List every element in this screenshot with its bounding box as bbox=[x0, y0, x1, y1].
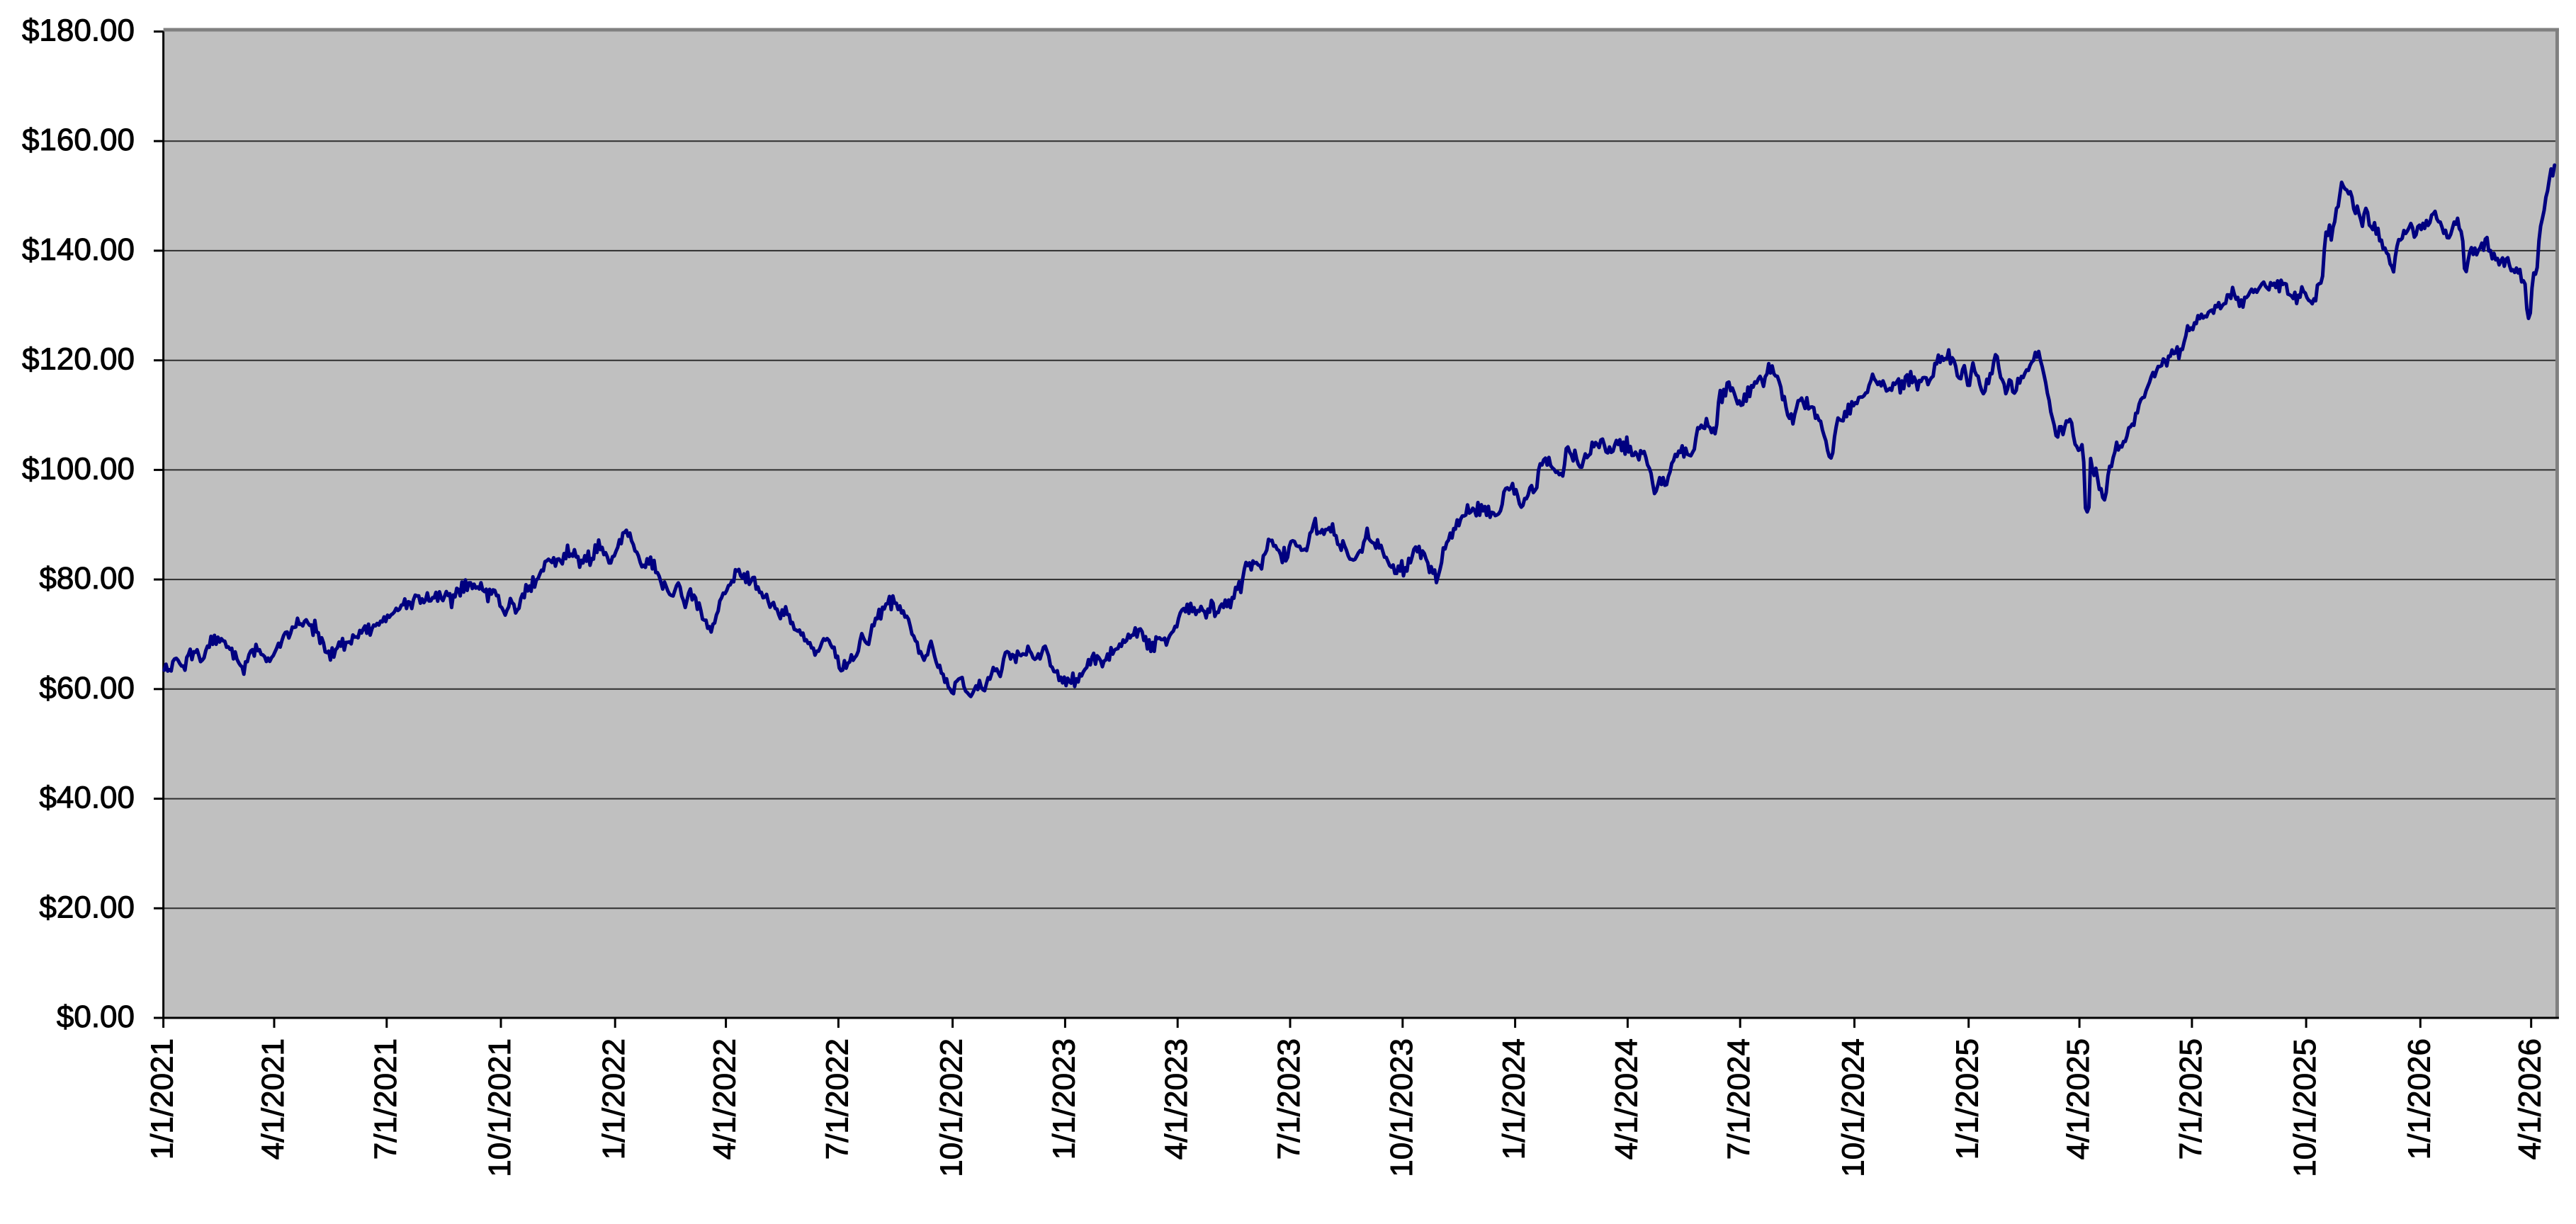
svg-text:$40.00: $40.00 bbox=[39, 781, 135, 815]
svg-text:7/1/2023: 7/1/2023 bbox=[1272, 1038, 1306, 1160]
svg-text:10/1/2025: 10/1/2025 bbox=[2288, 1038, 2322, 1177]
svg-text:$60.00: $60.00 bbox=[39, 671, 135, 706]
svg-text:7/1/2022: 7/1/2022 bbox=[820, 1038, 854, 1160]
svg-text:$140.00: $140.00 bbox=[22, 232, 135, 267]
svg-text:10/1/2024: 10/1/2024 bbox=[1836, 1038, 1871, 1177]
svg-text:1/1/2022: 1/1/2022 bbox=[597, 1038, 631, 1160]
svg-text:4/1/2026: 4/1/2026 bbox=[2513, 1038, 2548, 1160]
svg-text:$20.00: $20.00 bbox=[39, 890, 135, 924]
svg-text:10/1/2022: 10/1/2022 bbox=[934, 1038, 969, 1177]
svg-text:4/1/2023: 4/1/2023 bbox=[1159, 1038, 1194, 1160]
svg-text:7/1/2025: 7/1/2025 bbox=[2174, 1038, 2208, 1160]
svg-text:4/1/2025: 4/1/2025 bbox=[2061, 1038, 2096, 1160]
svg-text:$0.00: $0.00 bbox=[57, 999, 135, 1034]
svg-text:$180.00: $180.00 bbox=[22, 13, 135, 48]
svg-text:4/1/2021: 4/1/2021 bbox=[256, 1038, 290, 1160]
svg-text:1/1/2026: 1/1/2026 bbox=[2402, 1038, 2436, 1160]
svg-text:7/1/2024: 7/1/2024 bbox=[1722, 1038, 1756, 1160]
svg-text:4/1/2022: 4/1/2022 bbox=[708, 1038, 742, 1160]
svg-text:$120.00: $120.00 bbox=[22, 342, 135, 377]
svg-text:1/1/2024: 1/1/2024 bbox=[1497, 1038, 1532, 1160]
svg-text:$160.00: $160.00 bbox=[22, 123, 135, 157]
svg-text:7/1/2021: 7/1/2021 bbox=[368, 1038, 403, 1160]
svg-text:$80.00: $80.00 bbox=[39, 561, 135, 596]
svg-text:1/1/2025: 1/1/2025 bbox=[1950, 1038, 1985, 1160]
svg-text:$100.00: $100.00 bbox=[22, 451, 135, 486]
svg-text:10/1/2023: 10/1/2023 bbox=[1384, 1038, 1419, 1177]
svg-text:10/1/2021: 10/1/2021 bbox=[482, 1038, 517, 1177]
svg-text:4/1/2024: 4/1/2024 bbox=[1609, 1038, 1644, 1160]
svg-text:1/1/2021: 1/1/2021 bbox=[145, 1038, 180, 1160]
svg-text:1/1/2023: 1/1/2023 bbox=[1046, 1038, 1081, 1160]
